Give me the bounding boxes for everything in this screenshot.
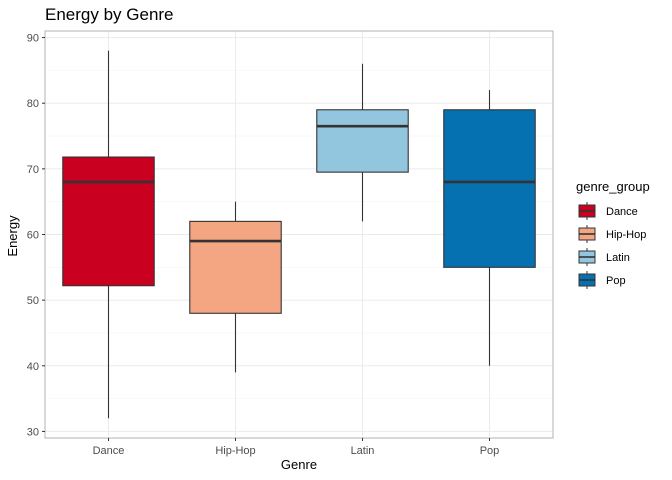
legend-item-hip-hop: Hip-Hop: [578, 225, 646, 243]
y-tick-label: 90: [27, 33, 39, 45]
iqr-box: [443, 109, 536, 268]
legend: genre_group Dance Hip-Hop Latin Pop: [576, 179, 650, 289]
x-axis-ticks: Dance Hip-Hop Latin Pop: [93, 438, 500, 457]
chart-title: Energy by Genre: [45, 5, 174, 24]
legend-label: Latin: [606, 252, 630, 264]
legend-item-dance: Dance: [578, 202, 638, 220]
y-tick-label: 80: [27, 98, 39, 110]
legend-title: genre_group: [576, 179, 650, 194]
box-dance: [62, 50, 155, 419]
boxes: [62, 50, 536, 419]
x-axis-title: Genre: [281, 457, 317, 472]
box-hip-hop: [189, 201, 282, 373]
legend-label: Dance: [606, 206, 638, 218]
box-latin: [316, 63, 409, 222]
x-tick-label: Dance: [93, 445, 125, 457]
y-axis-title: Energy: [5, 215, 20, 257]
y-axis-ticks: 30 40 50 60 70 80 90: [27, 33, 45, 438]
iqr-box: [62, 156, 155, 287]
y-tick-label: 70: [27, 164, 39, 176]
y-tick-label: 30: [27, 426, 39, 438]
legend-label: Pop: [606, 275, 626, 287]
legend-item-pop: Pop: [578, 271, 626, 289]
x-tick-label: Pop: [480, 445, 500, 457]
legend-item-latin: Latin: [578, 248, 630, 266]
x-tick-label: Latin: [351, 445, 375, 457]
iqr-box: [189, 220, 282, 314]
y-tick-label: 50: [27, 295, 39, 307]
legend-label: Hip-Hop: [606, 229, 646, 241]
box-pop: [443, 90, 536, 366]
y-tick-label: 40: [27, 361, 39, 373]
iqr-box: [316, 109, 409, 173]
y-tick-label: 60: [27, 230, 39, 242]
x-tick-label: Hip-Hop: [215, 445, 255, 457]
